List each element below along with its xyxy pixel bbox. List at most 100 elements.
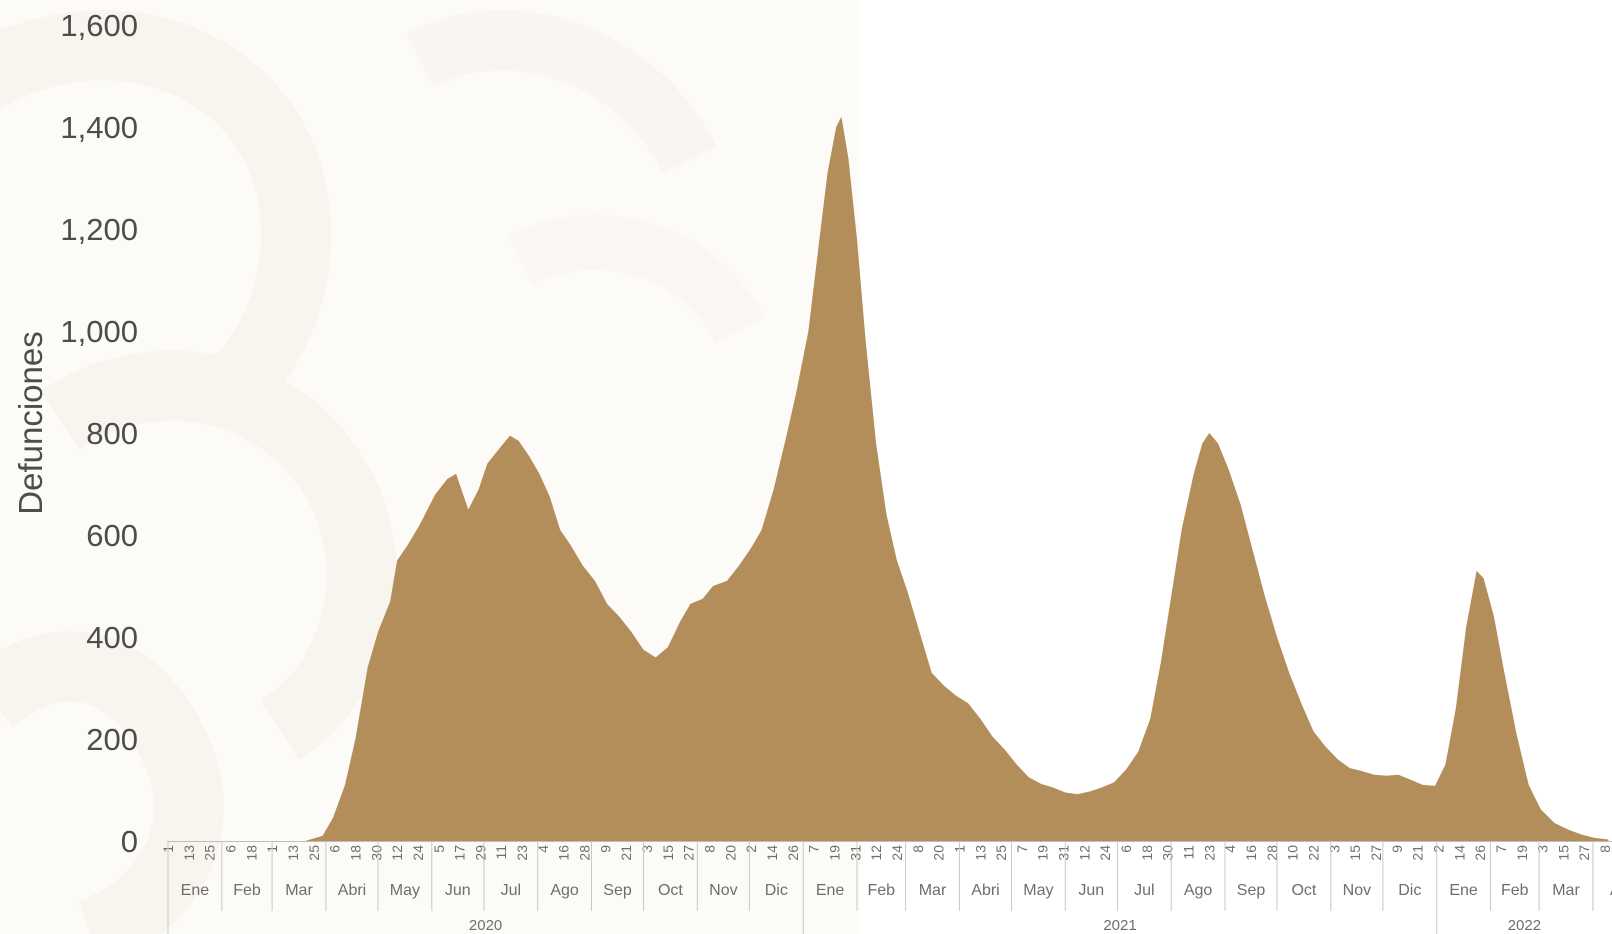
x-day-tick-label: 6	[1118, 845, 1134, 853]
x-day-tick-label: 12	[389, 845, 405, 861]
x-month-label: Nov	[1343, 882, 1371, 899]
x-day-tick-label: 6	[223, 845, 239, 853]
x-day-tick-label: 14	[1451, 845, 1467, 861]
x-day-tick-label: 17	[452, 845, 468, 861]
x-day-tick-label: 23	[514, 845, 530, 861]
x-day-tick-label: 19	[1035, 845, 1051, 861]
x-axis: 1132561811325618301224517291123416289213…	[160, 841, 1612, 934]
x-day-tick-label: 15	[660, 845, 676, 861]
x-day-tick-label: 7	[1493, 845, 1509, 853]
x-day-tick-label: 3	[639, 845, 655, 853]
x-day-tick-label: 13	[285, 845, 301, 861]
y-tick-label: 400	[86, 620, 138, 655]
x-day-tick-label: 5	[431, 845, 447, 853]
x-day-tick-label: 2	[1430, 845, 1446, 853]
x-month-label: Nov	[709, 882, 737, 899]
x-day-tick-label: 3	[1535, 845, 1551, 853]
x-day-tick-label: 19	[827, 845, 843, 861]
x-day-tick-label: 12	[1076, 845, 1092, 861]
x-month-label: May	[390, 882, 420, 899]
x-day-tick-label: 21	[1410, 845, 1426, 861]
x-day-tick-label: 4	[1222, 845, 1238, 853]
x-day-tick-label: 14	[764, 845, 780, 861]
x-day-tick-label: 13	[181, 845, 197, 861]
x-day-tick-label: 28	[1264, 845, 1280, 861]
x-day-tick-label: 7	[1014, 845, 1030, 853]
y-axis-label: Defunciones	[12, 331, 49, 514]
x-day-tick-label: 7	[806, 845, 822, 853]
x-day-tick-label: 23	[1201, 845, 1217, 861]
x-day-tick-label: 31	[847, 845, 863, 861]
x-month-label: Jul	[501, 882, 521, 899]
x-year-label: 2020	[469, 917, 502, 934]
x-day-tick-label: 24	[1097, 845, 1113, 861]
x-day-tick-label: 18	[243, 845, 259, 861]
x-day-tick-label: 30	[1160, 845, 1176, 861]
x-day-tick-label: 3	[1326, 845, 1342, 853]
x-month-label: Sep	[603, 882, 632, 899]
x-month-label: May	[1023, 882, 1053, 899]
x-day-tick-label: 12	[868, 845, 884, 861]
x-day-tick-label: 4	[535, 845, 551, 853]
x-day-tick-label: 31	[1056, 845, 1072, 861]
x-day-tick-label: 26	[785, 845, 801, 861]
x-month-label: Abri	[338, 882, 366, 899]
x-day-tick-label: 10	[1285, 845, 1301, 861]
y-tick-label: 1,600	[60, 8, 138, 43]
x-day-tick-label: 28	[577, 845, 593, 861]
x-month-label: Feb	[868, 882, 896, 899]
x-day-tick-label: 16	[556, 845, 572, 861]
x-day-tick-label: 27	[1576, 845, 1592, 861]
x-day-tick-label: 21	[618, 845, 634, 861]
y-tick-label: 0	[121, 824, 138, 859]
x-month-label: Sep	[1237, 882, 1266, 899]
x-month-label: Ene	[816, 882, 845, 899]
x-month-label: Oct	[658, 882, 683, 899]
x-day-tick-label: 18	[347, 845, 363, 861]
x-month-label: Jun	[1078, 882, 1104, 899]
x-month-label: Mar	[1552, 882, 1580, 899]
deaths-area	[168, 116, 1609, 842]
x-month-label: Mar	[919, 882, 947, 899]
x-day-tick-label: 25	[202, 845, 218, 861]
x-day-tick-label: 18	[1139, 845, 1155, 861]
y-axis: 0 200 400 600 800 1,000 1,200 1,400 1,600	[60, 8, 138, 859]
x-day-tick-label: 8	[1597, 845, 1612, 853]
x-month-label: Mar	[285, 882, 313, 899]
x-day-tick-label: 9	[597, 845, 613, 853]
x-day-tick-label: 26	[1472, 845, 1488, 861]
x-day-tick-label: 13	[972, 845, 988, 861]
x-day-tick-label: 29	[472, 845, 488, 861]
x-month-label: Dic	[1398, 882, 1421, 899]
x-month-label: Oct	[1291, 882, 1316, 899]
x-day-tick-label: 25	[993, 845, 1009, 861]
x-month-label: Jul	[1134, 882, 1154, 899]
x-month-label: Abri	[971, 882, 999, 899]
x-day-tick-label: 9	[1389, 845, 1405, 853]
y-tick-label: 200	[86, 722, 138, 757]
x-day-tick-label: 8	[702, 845, 718, 853]
x-month-label: Ago	[550, 882, 579, 899]
x-day-tick-label: 27	[681, 845, 697, 861]
x-day-tick-label: 15	[1555, 845, 1571, 861]
x-day-tick-label: 11	[493, 845, 509, 860]
y-tick-label: 1,200	[60, 212, 138, 247]
x-year-label: 2022	[1508, 917, 1541, 934]
x-day-tick-label: 24	[889, 845, 905, 861]
x-day-tick-label: 24	[410, 845, 426, 861]
x-day-tick-label: 20	[931, 845, 947, 861]
x-month-label: Abr	[1610, 882, 1612, 899]
x-month-label: Ene	[181, 882, 210, 899]
y-tick-label: 600	[86, 518, 138, 553]
x-day-tick-label: 15	[1347, 845, 1363, 861]
y-tick-label: 1,400	[60, 110, 138, 145]
x-day-tick-label: 8	[910, 845, 926, 853]
x-day-tick-label: 6	[327, 845, 343, 853]
y-tick-label: 800	[86, 416, 138, 451]
x-day-tick-label: 27	[1368, 845, 1384, 861]
x-month-label: Feb	[1501, 882, 1529, 899]
x-month-label: Dic	[765, 882, 788, 899]
x-day-tick-label: 11	[1181, 845, 1197, 860]
